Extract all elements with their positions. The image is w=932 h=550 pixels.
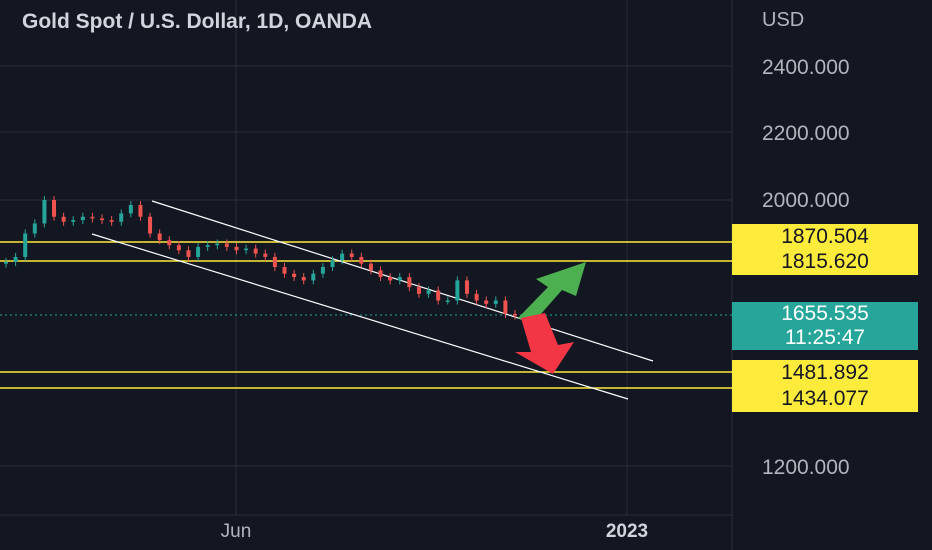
- candle-body: [224, 243, 229, 247]
- candle-body: [349, 253, 354, 257]
- candle-body: [359, 256, 364, 264]
- time-tick: 2023: [606, 521, 648, 542]
- candle-body: [445, 300, 450, 302]
- candle-body: [426, 290, 431, 294]
- level-price-label: 1481.892: [732, 360, 918, 386]
- candle-body: [71, 220, 76, 222]
- candle-body: [282, 267, 287, 274]
- candle-body: [90, 216, 95, 219]
- grid: [0, 0, 732, 515]
- candle-body: [128, 205, 133, 214]
- candle-body: [292, 273, 297, 278]
- candle-body: [397, 277, 402, 281]
- candle-body: [167, 240, 172, 246]
- candle-body: [436, 290, 441, 301]
- candle-body: [263, 253, 268, 257]
- channel-upper-line[interactable]: [151, 200, 654, 362]
- candle-body: [61, 216, 66, 222]
- candle-body: [493, 300, 498, 304]
- candle-body: [119, 213, 124, 222]
- candle-body: [176, 245, 181, 251]
- candle-body: [244, 248, 249, 251]
- time-tick: Jun: [221, 521, 252, 542]
- candle-body: [148, 216, 153, 234]
- candle-body: [513, 313, 517, 316]
- candle-body: [13, 256, 18, 262]
- candle-body: [474, 293, 479, 301]
- candle-body: [196, 246, 201, 257]
- candle-body: [368, 263, 373, 271]
- candle-body: [407, 277, 412, 288]
- candle-body: [186, 250, 191, 257]
- candle-body: [416, 287, 421, 294]
- candle-body: [340, 253, 345, 261]
- price-tick: 2400.000: [762, 56, 850, 79]
- candle-body: [464, 280, 469, 294]
- candle-body: [330, 260, 335, 267]
- currency-label: USD: [762, 9, 804, 31]
- candle-body: [455, 280, 460, 301]
- candle-body: [23, 233, 28, 257]
- candle-body: [301, 277, 306, 281]
- candle-body: [388, 277, 393, 281]
- level-price-label: 1434.077: [732, 386, 918, 412]
- candle-body: [42, 200, 47, 224]
- candle-body: [32, 223, 37, 234]
- candle-body: [378, 270, 383, 278]
- candlestick-series: [4, 195, 517, 320]
- up-arrow-icon[interactable]: [518, 262, 586, 324]
- current-price-label: 1655.535 11:25:47: [732, 302, 918, 350]
- candle-body: [272, 256, 277, 267]
- level-price-label: 1815.620: [732, 249, 918, 275]
- candle-body: [4, 261, 8, 264]
- candle-body: [234, 246, 239, 251]
- current-price-value: 1655.535: [781, 302, 869, 325]
- candle-body: [80, 216, 85, 221]
- candle-body: [311, 273, 316, 281]
- candle-body: [138, 205, 143, 217]
- candle-body: [157, 233, 162, 241]
- candle-body: [109, 220, 114, 222]
- candle-body: [215, 243, 220, 246]
- down-arrow-icon[interactable]: [515, 313, 574, 374]
- channel-lower-line[interactable]: [91, 233, 629, 400]
- candle-body: [205, 245, 210, 247]
- price-tick: 1200.000: [762, 456, 850, 479]
- price-tick: 2000.000: [762, 189, 850, 212]
- candle-body: [320, 267, 325, 274]
- candle-body: [100, 218, 105, 221]
- candle-body: [52, 200, 57, 217]
- candle-body: [484, 300, 489, 304]
- price-tick: 2200.000: [762, 122, 850, 145]
- chart-title: Gold Spot / U.S. Dollar, 1D, OANDA: [22, 10, 373, 33]
- level-price-label: 1870.504: [732, 224, 918, 250]
- bar-countdown: 11:25:47: [784, 326, 866, 349]
- candle-body: [253, 248, 258, 254]
- candle-body: [503, 300, 508, 314]
